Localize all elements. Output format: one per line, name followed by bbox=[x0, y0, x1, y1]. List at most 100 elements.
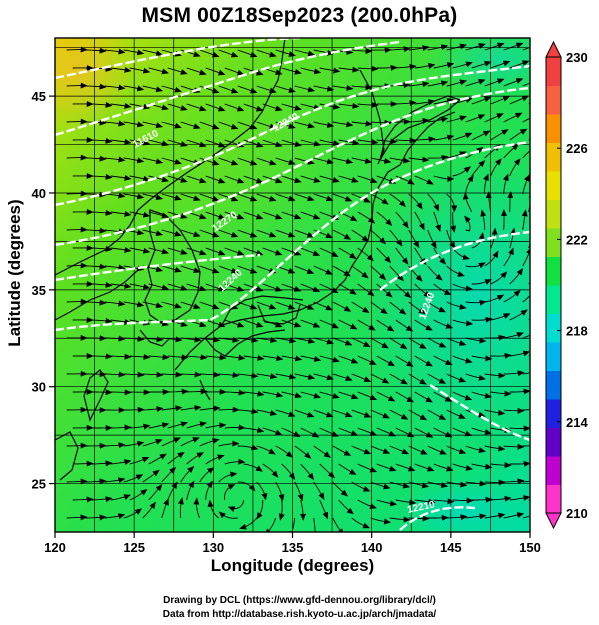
streamline bbox=[414, 498, 436, 505]
streamline bbox=[300, 247, 321, 256]
streamline bbox=[142, 301, 164, 309]
streamline bbox=[275, 337, 297, 344]
y-axis-label: Latitude (degrees) bbox=[5, 199, 24, 347]
streamline bbox=[161, 49, 182, 57]
streamline bbox=[262, 139, 283, 148]
streamline bbox=[370, 373, 390, 384]
streamline bbox=[148, 453, 167, 465]
streamline bbox=[237, 121, 258, 130]
streamline bbox=[177, 497, 184, 519]
streamline bbox=[433, 175, 455, 183]
streamline bbox=[237, 85, 258, 94]
streamline bbox=[281, 139, 302, 147]
streamline bbox=[243, 354, 265, 361]
streamline bbox=[319, 463, 336, 479]
streamline bbox=[275, 157, 296, 165]
streamline bbox=[332, 265, 351, 277]
streamline bbox=[167, 103, 188, 111]
streamline bbox=[161, 85, 182, 93]
streamline bbox=[319, 499, 329, 520]
streamline bbox=[408, 193, 423, 210]
streamline bbox=[227, 499, 245, 513]
streamline bbox=[521, 209, 528, 231]
streamline bbox=[123, 49, 145, 56]
streamline bbox=[338, 175, 359, 183]
streamline bbox=[262, 355, 284, 362]
streamline bbox=[218, 85, 239, 94]
figure-title: MSM 00Z18Sep2023 (200.0hPa) bbox=[141, 4, 458, 27]
streamline bbox=[91, 317, 113, 324]
streamline bbox=[465, 262, 486, 269]
streamline bbox=[528, 138, 530, 141]
streamline bbox=[338, 66, 360, 73]
streamline bbox=[110, 66, 132, 73]
streamline bbox=[300, 103, 322, 111]
streamline bbox=[484, 78, 505, 87]
streamline bbox=[427, 445, 447, 455]
streamline bbox=[408, 337, 427, 349]
streamline bbox=[281, 67, 302, 75]
streamline bbox=[490, 462, 512, 469]
y-tick-label: 40 bbox=[32, 186, 46, 201]
streamline bbox=[186, 175, 207, 184]
streamline bbox=[452, 319, 474, 327]
streamline bbox=[180, 404, 202, 411]
streamline bbox=[465, 445, 486, 453]
streamline bbox=[180, 229, 201, 237]
streamline bbox=[123, 301, 145, 308]
streamline bbox=[180, 437, 200, 447]
streamline bbox=[129, 67, 151, 74]
streamline bbox=[332, 481, 348, 497]
streamline bbox=[148, 67, 169, 75]
streamline bbox=[471, 427, 492, 435]
streamline bbox=[465, 337, 487, 344]
x-tick-label: 140 bbox=[361, 540, 383, 555]
streamline bbox=[313, 193, 334, 202]
credit-data: Data from http://database.rish.kyoto-u.a… bbox=[162, 609, 437, 620]
streamline bbox=[490, 129, 509, 141]
streamline bbox=[427, 154, 449, 161]
streamline bbox=[389, 445, 410, 455]
streamline bbox=[414, 391, 433, 403]
streamline bbox=[357, 247, 374, 262]
streamline bbox=[91, 173, 113, 180]
streamline bbox=[446, 409, 466, 419]
streamline bbox=[503, 78, 524, 87]
streamline bbox=[110, 282, 132, 289]
streamline bbox=[104, 48, 126, 55]
streamline bbox=[294, 409, 315, 418]
lat-lon-grid bbox=[55, 38, 530, 532]
streamline bbox=[205, 175, 226, 184]
streamline bbox=[319, 355, 340, 363]
streamline bbox=[123, 371, 145, 378]
streamline bbox=[199, 467, 215, 483]
streamline bbox=[243, 463, 263, 472]
streamline bbox=[66, 514, 88, 521]
streamline bbox=[129, 247, 151, 254]
streamline bbox=[110, 389, 132, 396]
streamline bbox=[186, 421, 207, 429]
streamline bbox=[161, 229, 182, 237]
streamline bbox=[485, 191, 492, 213]
colorbar: 210 214 218 222 226 230 bbox=[545, 40, 588, 530]
streamline bbox=[129, 103, 151, 110]
streamline bbox=[446, 193, 458, 213]
streamline bbox=[408, 445, 428, 455]
streamline bbox=[357, 319, 376, 331]
streamline bbox=[433, 62, 455, 69]
colorbar-tick-label: 226 bbox=[566, 141, 588, 156]
streamline bbox=[148, 484, 163, 501]
streamline bbox=[528, 102, 530, 105]
streamline bbox=[446, 481, 468, 488]
streamline bbox=[218, 121, 239, 130]
streamline bbox=[294, 49, 316, 57]
x-tick-label: 145 bbox=[440, 540, 462, 555]
streamline bbox=[507, 191, 514, 213]
streamline bbox=[180, 371, 202, 378]
streamline bbox=[294, 337, 316, 344]
streamline bbox=[281, 463, 296, 481]
streamline bbox=[199, 193, 220, 202]
streamline bbox=[414, 355, 433, 367]
streamline bbox=[408, 45, 430, 52]
streamline bbox=[256, 85, 277, 94]
